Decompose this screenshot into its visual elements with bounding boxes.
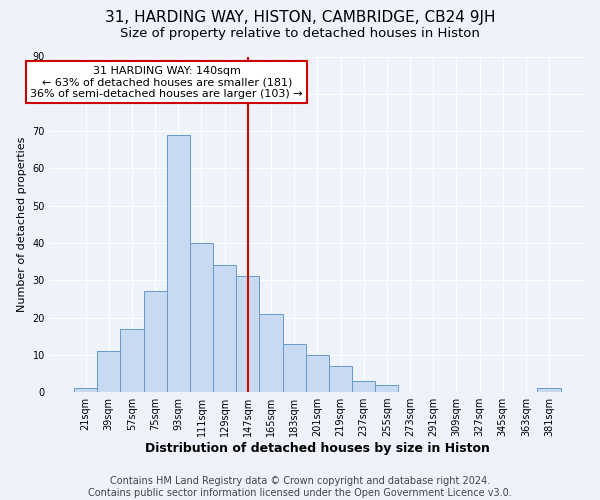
Bar [213, 266, 236, 392]
Bar [538, 388, 560, 392]
Bar [121, 328, 143, 392]
Bar [283, 344, 306, 392]
Y-axis label: Number of detached properties: Number of detached properties [17, 136, 27, 312]
Bar [259, 314, 283, 392]
Text: 31, HARDING WAY, HISTON, CAMBRIDGE, CB24 9JH: 31, HARDING WAY, HISTON, CAMBRIDGE, CB24… [105, 10, 495, 25]
Text: Size of property relative to detached houses in Histon: Size of property relative to detached ho… [120, 28, 480, 40]
Bar [352, 381, 375, 392]
Text: Contains HM Land Registry data © Crown copyright and database right 2024.
Contai: Contains HM Land Registry data © Crown c… [88, 476, 512, 498]
Bar [143, 292, 167, 392]
Text: 31 HARDING WAY: 140sqm
← 63% of detached houses are smaller (181)
36% of semi-de: 31 HARDING WAY: 140sqm ← 63% of detached… [31, 66, 303, 99]
Bar [97, 351, 121, 392]
X-axis label: Distribution of detached houses by size in Histon: Distribution of detached houses by size … [145, 442, 490, 455]
Bar [375, 384, 398, 392]
Bar [236, 276, 259, 392]
Bar [329, 366, 352, 392]
Bar [190, 243, 213, 392]
Bar [167, 135, 190, 392]
Bar [306, 355, 329, 392]
Bar [74, 388, 97, 392]
